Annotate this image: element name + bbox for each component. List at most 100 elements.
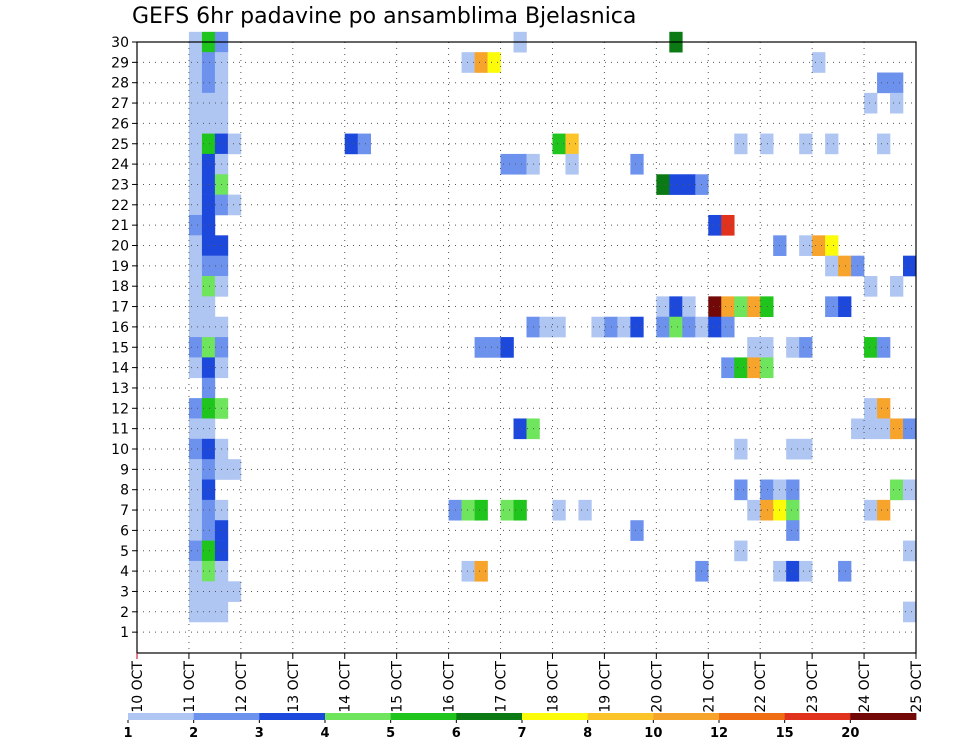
legend-label: 12 [710, 726, 728, 741]
heatmap-cell [591, 316, 605, 338]
heatmap-cell [188, 72, 203, 94]
heatmap-cell [201, 153, 216, 175]
y-tick-label: 28 [111, 76, 129, 92]
heatmap-cell [799, 438, 813, 460]
heatmap-cell [201, 398, 216, 419]
heatmap-cell [760, 133, 774, 155]
heatmap-cell [552, 133, 566, 155]
heatmap-cell [747, 337, 761, 358]
heatmap-cell [890, 72, 904, 94]
heatmap-cell [877, 337, 891, 358]
heatmap-cell [578, 499, 592, 521]
heatmap-cell [188, 418, 203, 440]
heatmap-cell [760, 357, 774, 379]
y-tick-label: 1 [120, 625, 129, 641]
heatmap-cell [201, 337, 216, 358]
legend-label: 20 [841, 726, 859, 741]
heatmap-cell [188, 194, 203, 216]
y-tick-label: 6 [120, 523, 129, 539]
heatmap-cell [539, 316, 553, 338]
y-tick-label: 23 [111, 177, 129, 193]
x-tick-label: 25 OCT [909, 661, 925, 713]
heatmap-cell [838, 296, 852, 318]
heatmap-cell [864, 92, 878, 114]
x-tick-label: 22 OCT [753, 661, 769, 713]
heatmap-cell [734, 296, 748, 318]
heatmap-cell [188, 113, 203, 134]
heatmap-cell [825, 255, 839, 277]
legend-label: 2 [189, 726, 198, 741]
heatmap-cell [500, 499, 514, 521]
heatmap-cell [838, 560, 852, 582]
heatmap-cell [201, 560, 216, 582]
y-tick-label: 5 [120, 544, 129, 560]
heatmap-cell [812, 52, 826, 73]
heatmap-cell [721, 316, 735, 338]
heatmap-cell [201, 296, 216, 318]
heatmap-cell [565, 153, 579, 175]
heatmap-cell [552, 316, 566, 338]
heatmap-cell [760, 337, 774, 358]
heatmap-cell [513, 153, 527, 175]
heatmap-cell [201, 377, 216, 399]
chart-title: GEFS 6hr padavine po ansamblima Bjelasni… [132, 4, 637, 29]
heatmap-cell [201, 52, 216, 73]
x-tick-label: 16 OCT [442, 661, 458, 713]
heatmap-cell [201, 581, 216, 602]
heatmap-cell [201, 459, 216, 480]
heatmap-cell [786, 560, 800, 582]
heatmap-cell [188, 276, 203, 297]
x-tick-label: 14 OCT [338, 661, 354, 713]
heatmap-cell [903, 418, 917, 440]
legend-label: 6 [452, 726, 461, 741]
heatmap-cell [864, 276, 878, 297]
legend-label: 8 [583, 726, 592, 741]
legend-swatch [193, 713, 260, 720]
heatmap-cell [799, 133, 813, 155]
x-tick-label: 21 OCT [701, 661, 717, 713]
heatmap-cell [656, 174, 670, 195]
heatmap-cell [630, 520, 644, 541]
y-tick-label: 11 [111, 422, 129, 438]
heatmap-cell [188, 398, 203, 419]
heatmap-cell [734, 438, 748, 460]
heatmap-cell [201, 418, 216, 440]
legend-label: 3 [255, 726, 264, 741]
heatmap-cell [760, 499, 774, 521]
y-tick-label: 15 [111, 340, 129, 356]
legend-label: 7 [517, 726, 526, 741]
legend-swatch [850, 713, 917, 720]
heatmap-cell [786, 499, 800, 521]
heatmap-cell [188, 438, 203, 460]
y-tick-label: 7 [120, 503, 129, 519]
heatmap-cell [682, 174, 696, 195]
heatmap-cell [513, 499, 527, 521]
heatmap-cell [461, 499, 475, 521]
y-tick-label: 18 [111, 279, 129, 295]
legend-swatch [390, 713, 457, 720]
y-tick-label: 22 [111, 198, 129, 214]
heatmap-cell [864, 418, 878, 440]
legend-swatch [719, 713, 786, 720]
heatmap-cell [500, 153, 514, 175]
heatmap-cell [656, 296, 670, 318]
heatmap-cell [864, 337, 878, 358]
y-tick-label: 9 [120, 462, 129, 478]
heatmap-cell [201, 479, 216, 501]
heatmap-cell [201, 540, 216, 562]
heatmap-cell [227, 194, 242, 216]
heatmap-cell [188, 214, 203, 236]
heatmap-cell [825, 296, 839, 318]
heatmap-cell [799, 337, 813, 358]
y-tick-label: 26 [111, 116, 129, 132]
heatmap-cell [786, 479, 800, 501]
heatmap-cell [188, 92, 203, 114]
heatmap-cell [227, 459, 242, 480]
x-tick-label: 11 OCT [182, 661, 198, 713]
heatmap-cell [760, 479, 774, 501]
heatmap-cell [786, 337, 800, 358]
heatmap-cell [864, 398, 878, 419]
heatmap-cell [890, 92, 904, 114]
heatmap-cell [721, 357, 735, 379]
heatmap-cell [188, 337, 203, 358]
